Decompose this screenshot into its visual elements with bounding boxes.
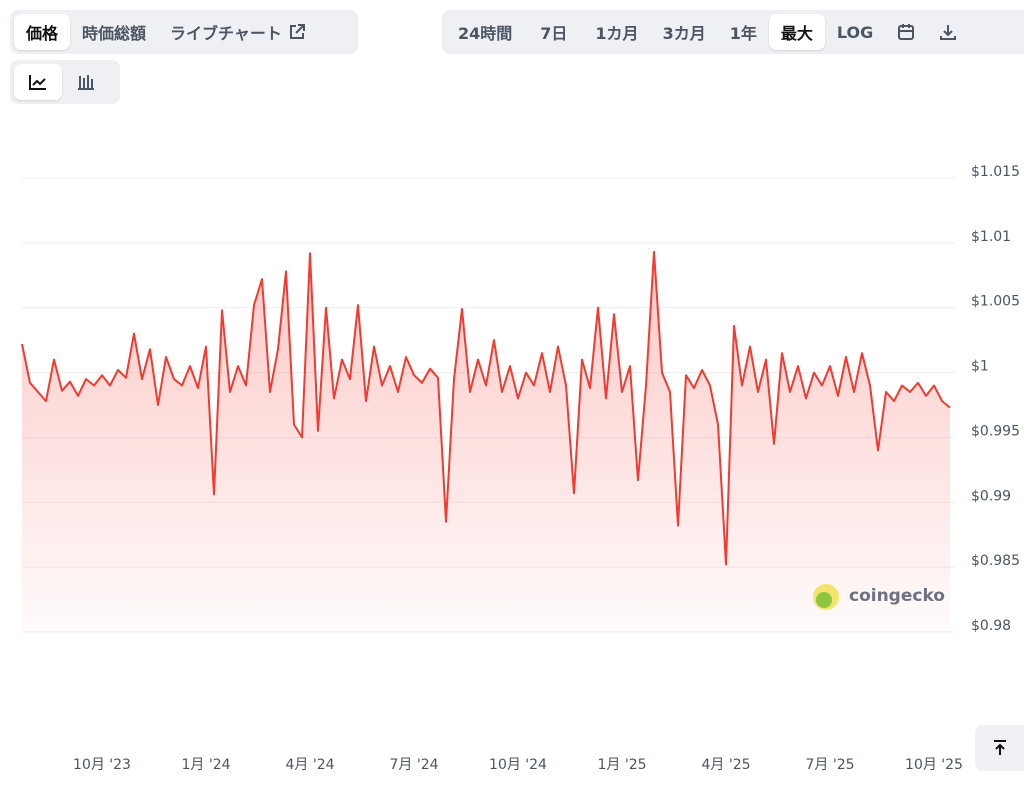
scroll-top-button[interactable] <box>975 725 1024 771</box>
watermark-logo-inner <box>816 592 832 608</box>
y-tick-label: $0.99 <box>971 488 1011 504</box>
tab[interactable]: 1カ月 <box>595 24 639 43</box>
tab[interactable]: 3カ月 <box>662 24 706 43</box>
arrow-up-icon <box>993 740 1006 755</box>
price-line <box>21 250 951 566</box>
y-tick-label: $1.015 <box>971 164 1020 180</box>
y-tick-label: $1 <box>971 359 989 375</box>
y-tick-label: $0.985 <box>971 553 1020 569</box>
tab[interactable]: 時価総額 <box>82 24 147 43</box>
x-tick-label: 1月 '24 <box>181 757 230 773</box>
tab[interactable]: 価格 <box>14 14 71 50</box>
tab[interactable]: ライブチャート <box>158 14 318 50</box>
y-tick-label: $1.01 <box>971 229 1011 245</box>
candle-style-button[interactable] <box>62 64 110 100</box>
x-tick-label: 7月 '25 <box>805 757 854 773</box>
watermark-text: coingecko <box>849 586 945 606</box>
view-tabs: 価格 時価総額 ライブチャート <box>10 10 358 54</box>
watermark: coingecko <box>813 584 945 610</box>
tab[interactable]: 7日 <box>540 24 568 43</box>
x-tick-label: 10月 '24 <box>489 757 547 773</box>
tab[interactable]: 最大 <box>768 14 825 50</box>
tab[interactable]: 24時間 <box>458 24 513 43</box>
y-tick-label: $1.005 <box>971 294 1020 310</box>
external-icon <box>289 24 305 39</box>
calendar-button[interactable] <box>885 14 927 50</box>
y-tick-label: $0.995 <box>971 423 1020 439</box>
x-tick-label: 4月 '24 <box>285 757 334 773</box>
x-tick-label: 7月 '24 <box>389 757 438 773</box>
chart-style-tabs <box>10 60 120 104</box>
x-tick-label: 10月 '25 <box>905 757 963 773</box>
y-tick-label: $0.98 <box>971 618 1011 634</box>
calendar-icon <box>898 24 915 40</box>
tab[interactable]: 1年 <box>729 24 757 43</box>
tab-label: ライブチャート <box>170 24 282 43</box>
x-tick-label: 4月 '25 <box>701 757 750 773</box>
line-icon <box>29 75 46 90</box>
download-icon <box>940 25 957 40</box>
tab[interactable]: LOG <box>836 22 874 42</box>
candle-icon <box>78 75 94 90</box>
range-tabs: 24時間 7日 1カ月 3カ月 1年 最大 LOG <box>442 10 1024 54</box>
price-area <box>22 251 950 632</box>
download-button[interactable] <box>927 14 969 50</box>
x-tick-label: 1月 '25 <box>597 757 646 773</box>
watermark-logo <box>813 584 839 610</box>
x-tick-label: 10月 '23 <box>73 757 131 773</box>
line-style-button[interactable] <box>14 64 62 100</box>
